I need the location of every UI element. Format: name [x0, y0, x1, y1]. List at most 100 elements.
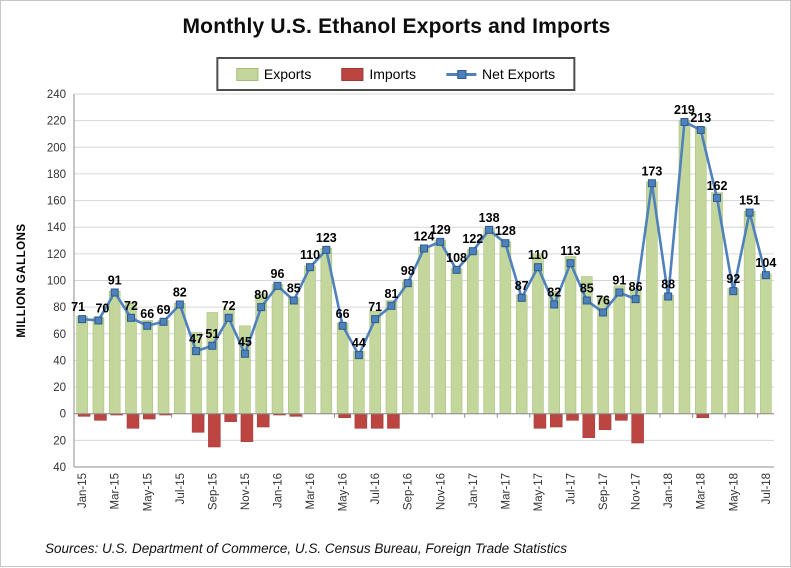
export-bar [727, 288, 740, 414]
y-tick-label: 40 [53, 462, 66, 474]
net-value-label: 72 [124, 299, 138, 313]
legend: Exports Imports Net Exports [215, 57, 576, 91]
net-value-label: 124 [414, 230, 435, 244]
net-marker [371, 315, 380, 324]
net-value-label: 151 [739, 194, 760, 208]
net-value-label: 213 [690, 111, 711, 125]
net-marker [306, 263, 315, 272]
net-marker [582, 296, 591, 305]
net-marker [354, 351, 363, 360]
x-tick-label: Nov-17 [631, 473, 643, 510]
import-bar [208, 413, 221, 448]
net-value-label: 91 [612, 273, 626, 287]
net-marker [78, 315, 87, 324]
y-tick-label: 20 [53, 435, 66, 447]
x-tick-label: Mar-17 [500, 473, 512, 509]
x-tick-label: Sep-17 [598, 473, 610, 510]
net-marker [224, 313, 233, 322]
net-marker [338, 321, 347, 330]
x-tick-label: May-18 [728, 473, 740, 511]
net-value-label: 72 [222, 299, 236, 313]
net-value-label: 91 [108, 273, 122, 287]
x-tick-label: Sep-15 [207, 473, 219, 510]
net-marker [615, 288, 624, 297]
import-bar [533, 413, 547, 429]
import-bar [696, 413, 709, 418]
net-value-label: 162 [707, 179, 728, 193]
net-value-label: 85 [580, 281, 594, 295]
y-tick-label: 0 [60, 409, 66, 421]
import-bar [338, 413, 351, 418]
net-value-label: 219 [674, 103, 695, 117]
y-tick-label: 220 [47, 116, 66, 128]
x-tick-label: Mar-15 [110, 473, 122, 509]
net-value-label: 173 [641, 164, 662, 178]
net-marker [289, 296, 298, 305]
net-value-label: 86 [629, 280, 643, 294]
import-bar [615, 413, 628, 421]
net-marker [273, 281, 282, 290]
export-bar [76, 316, 88, 414]
net-value-label: 85 [287, 281, 301, 295]
net-marker [680, 117, 689, 126]
x-tick-label: Jul-15 [175, 473, 187, 504]
net-value-label: 45 [238, 335, 252, 349]
net-marker [387, 301, 396, 310]
y-tick-label: 180 [47, 169, 66, 181]
export-bar [483, 228, 495, 414]
net-value-label: 80 [254, 288, 268, 302]
x-tick-label: Jan-16 [272, 473, 284, 508]
net-marker [175, 300, 184, 309]
export-bar [418, 246, 430, 414]
net-value-label: 113 [560, 244, 580, 258]
x-tick-label: May-16 [338, 473, 350, 511]
export-bar [288, 297, 300, 414]
net-value-label: 128 [495, 224, 516, 238]
net-marker [126, 313, 135, 322]
import-bar [387, 413, 400, 429]
x-tick-label: Jul-16 [370, 473, 382, 504]
import-bar [598, 413, 612, 430]
import-bar [240, 413, 254, 442]
net-value-label: 76 [596, 293, 610, 307]
net-value-label: 70 [95, 301, 109, 315]
exports-swatch-icon [235, 67, 258, 81]
net-value-label: 138 [479, 211, 500, 225]
export-bar [141, 320, 154, 414]
exports-bars [76, 120, 772, 414]
source-note: Sources: U.S. Department of Commerce, U.… [45, 541, 567, 556]
legend-imports-label: Imports [369, 66, 417, 82]
net-marker [631, 295, 640, 304]
net-marker [729, 287, 738, 296]
y-tick-label: 160 [47, 196, 66, 208]
net-marker [240, 349, 249, 358]
axes [73, 94, 774, 467]
y-tick-label: 80 [53, 302, 66, 314]
export-bar [450, 268, 463, 414]
export-bar [613, 285, 626, 414]
net-marker [436, 237, 445, 246]
x-tick-label: Mar-16 [305, 473, 317, 509]
import-bar [224, 413, 237, 422]
net-marker [501, 239, 510, 248]
net-marker [533, 263, 542, 272]
y-tick-label: 240 [47, 89, 66, 101]
net-marker [257, 303, 266, 312]
y-tick-label: 60 [53, 329, 66, 341]
import-bar [370, 413, 384, 429]
net-value-label: 104 [755, 256, 776, 270]
import-bar [354, 413, 368, 429]
x-tick-label: Nov-16 [435, 473, 447, 510]
net-marker [664, 292, 673, 301]
net-value-label: 110 [528, 248, 548, 262]
x-tick-label: Mar-18 [696, 473, 708, 509]
net-value-label: 51 [205, 327, 219, 341]
x-tick-label: Jan-17 [468, 473, 480, 508]
x-tick-label: May-15 [142, 473, 154, 511]
net-value-label: 88 [661, 277, 675, 291]
net-marker [192, 347, 201, 356]
y-axis-title: MILLION GALLONS [16, 223, 28, 337]
net-marker [159, 317, 168, 326]
import-bar [631, 413, 644, 444]
